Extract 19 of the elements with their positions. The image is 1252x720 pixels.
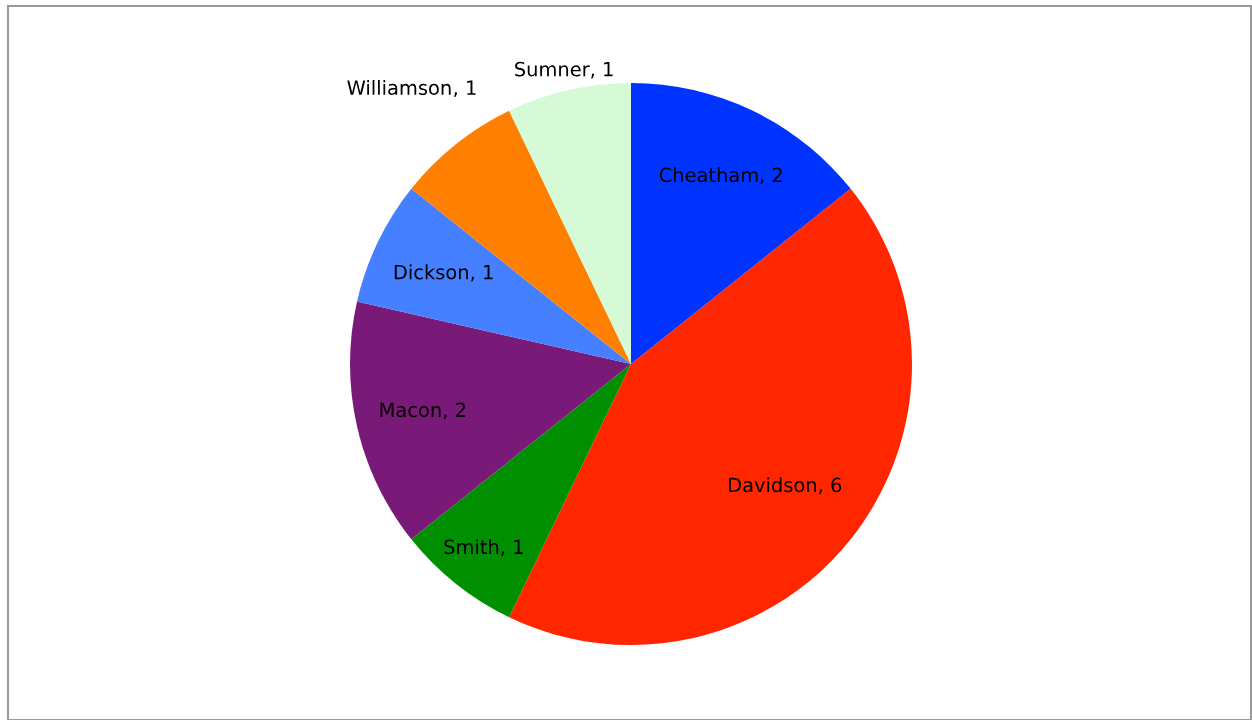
pie-slice <box>357 188 631 364</box>
slice-label: Sumner <box>515 61 590 77</box>
data-label: , 2 <box>760 167 782 185</box>
slice-label: Cheatham <box>659 167 758 183</box>
slice-label: Davidson <box>729 477 816 493</box>
data-label: , 1 <box>471 264 493 282</box>
data-label: , 1 <box>501 539 523 557</box>
data-label: , 1 <box>454 80 476 98</box>
slice-label: Williamson <box>347 79 451 96</box>
pie-slice <box>631 83 851 364</box>
slice-label: Smith <box>444 539 499 555</box>
data-label: , 6 <box>819 477 842 495</box>
data-label: , 1 <box>591 62 613 79</box>
data-label: , 2 <box>443 402 466 420</box>
pie-slice <box>350 301 631 540</box>
pie-slice <box>509 83 631 364</box>
slice-label: Macon <box>380 402 441 418</box>
pie-slice <box>509 188 912 645</box>
slice-label: Dickson <box>394 264 468 280</box>
